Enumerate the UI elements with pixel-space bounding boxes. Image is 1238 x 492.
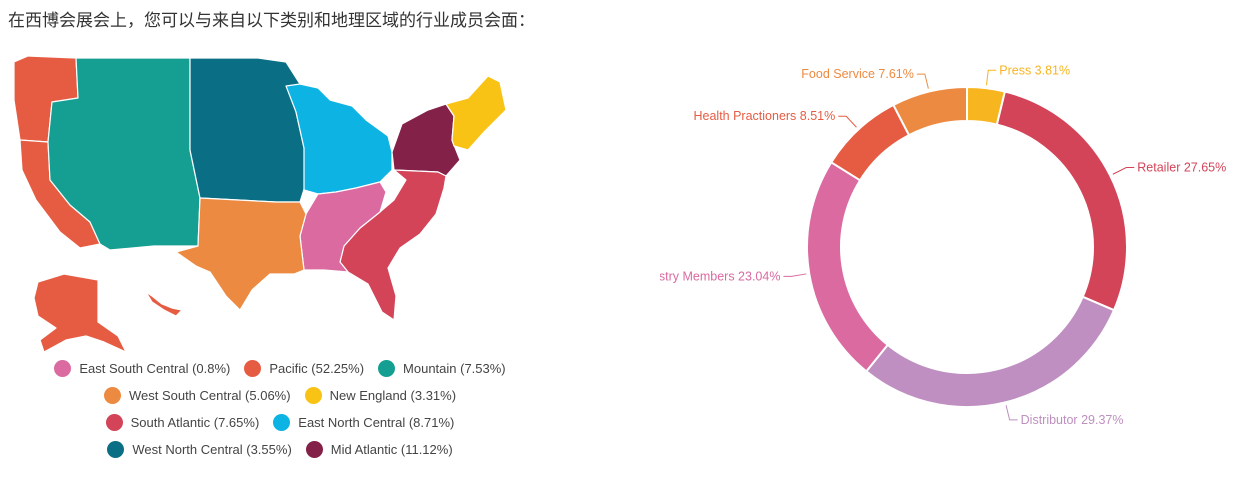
legend-row: East South Central (0.8%) Pacific (52.25%… (0, 360, 560, 377)
legend-item[interactable]: West South Central (5.06%) (103, 387, 291, 404)
region-west-north-central (189, 57, 311, 203)
legend-swatch (273, 414, 291, 431)
region-west-south-central (175, 197, 307, 311)
region-south-atlantic (339, 169, 447, 321)
legend-row: West South Central (5.06%) New England (3… (0, 387, 560, 404)
region-new-england (445, 75, 507, 151)
legend-label: East South Central (0.8%) (79, 361, 231, 376)
legend-swatch (105, 414, 123, 431)
legend-label: New England (3.31%) (329, 388, 457, 403)
legend-item[interactable]: West North Central (3.55%) (107, 441, 292, 458)
legend-swatch (103, 387, 121, 404)
donut-leader-line (1112, 167, 1135, 175)
legend-label: Mid Atlantic (11.12%) (330, 442, 453, 457)
legend-label: Pacific (52.25%) (269, 361, 365, 376)
legend-label: West South Central (5.06%) (128, 388, 291, 403)
legend-item[interactable]: Mountain (7.53%) (378, 360, 506, 377)
legend-swatch (305, 441, 323, 458)
donut-label: Distributor 29.37% (1021, 413, 1124, 427)
legend-swatch (54, 360, 72, 377)
donut-label: Food Service 7.61% (801, 67, 914, 81)
donut-leader-line (916, 73, 929, 89)
donut-slice[interactable] (806, 160, 890, 373)
region-east-north-central (285, 83, 393, 195)
legend-item[interactable]: Pacific (52.25%) (244, 360, 364, 377)
donut-leader-line (838, 115, 857, 128)
donut-slice[interactable] (892, 85, 968, 137)
region-mid-atlantic (391, 103, 461, 177)
region-pacific (33, 273, 127, 353)
legend-row: South Atlantic (7.65%) East North Central… (0, 414, 560, 431)
region-pacific (145, 291, 183, 317)
donut-slice[interactable] (864, 295, 1116, 408)
legend-label: South Atlantic (7.65%) (130, 415, 260, 430)
legend-row: West North Central (3.55%) Mid Atlantic (… (0, 441, 560, 458)
legend-label: Mountain (7.53%) (403, 361, 506, 376)
legend-item[interactable]: New England (3.31%) (304, 387, 457, 404)
donut-label: Retailer 27.65% (1137, 161, 1226, 175)
category-donut-chart: Press 3.81% Retailer 27.65% Distributor 29… (660, 63, 1226, 427)
us-region-map (13, 55, 507, 353)
intro-text: 在西博会展会上，您可以与来自以下类别和地理区域的行业成员会面： (8, 11, 535, 30)
legend-swatch (107, 441, 125, 458)
legend-item[interactable]: Mid Atlantic (11.12%) (305, 441, 453, 458)
legend-item[interactable]: East South Central (0.8%) (54, 360, 230, 377)
donut-label: Industry Members 23.04% (660, 269, 780, 283)
legend-swatch (244, 360, 262, 377)
donut-slice[interactable] (995, 90, 1128, 312)
legend-swatch (378, 360, 396, 377)
donut-label: Health Practioners 8.51% (693, 109, 835, 123)
legend-label: West North Central (3.55%) (132, 442, 292, 457)
legend-item[interactable]: East North Central (8.71%) (273, 414, 454, 431)
legend-label: East North Central (8.71%) (298, 415, 455, 430)
donut-leader-line (985, 69, 997, 86)
legend-swatch (304, 387, 322, 404)
map-legend: East South Central (0.8%) Pacific (52.25%… (0, 360, 560, 468)
donut-label: Press 3.81% (999, 63, 1070, 77)
donut-leader-line (1005, 405, 1018, 421)
legend-item[interactable]: South Atlantic (7.65%) (105, 414, 260, 431)
donut-leader-line (783, 273, 807, 277)
